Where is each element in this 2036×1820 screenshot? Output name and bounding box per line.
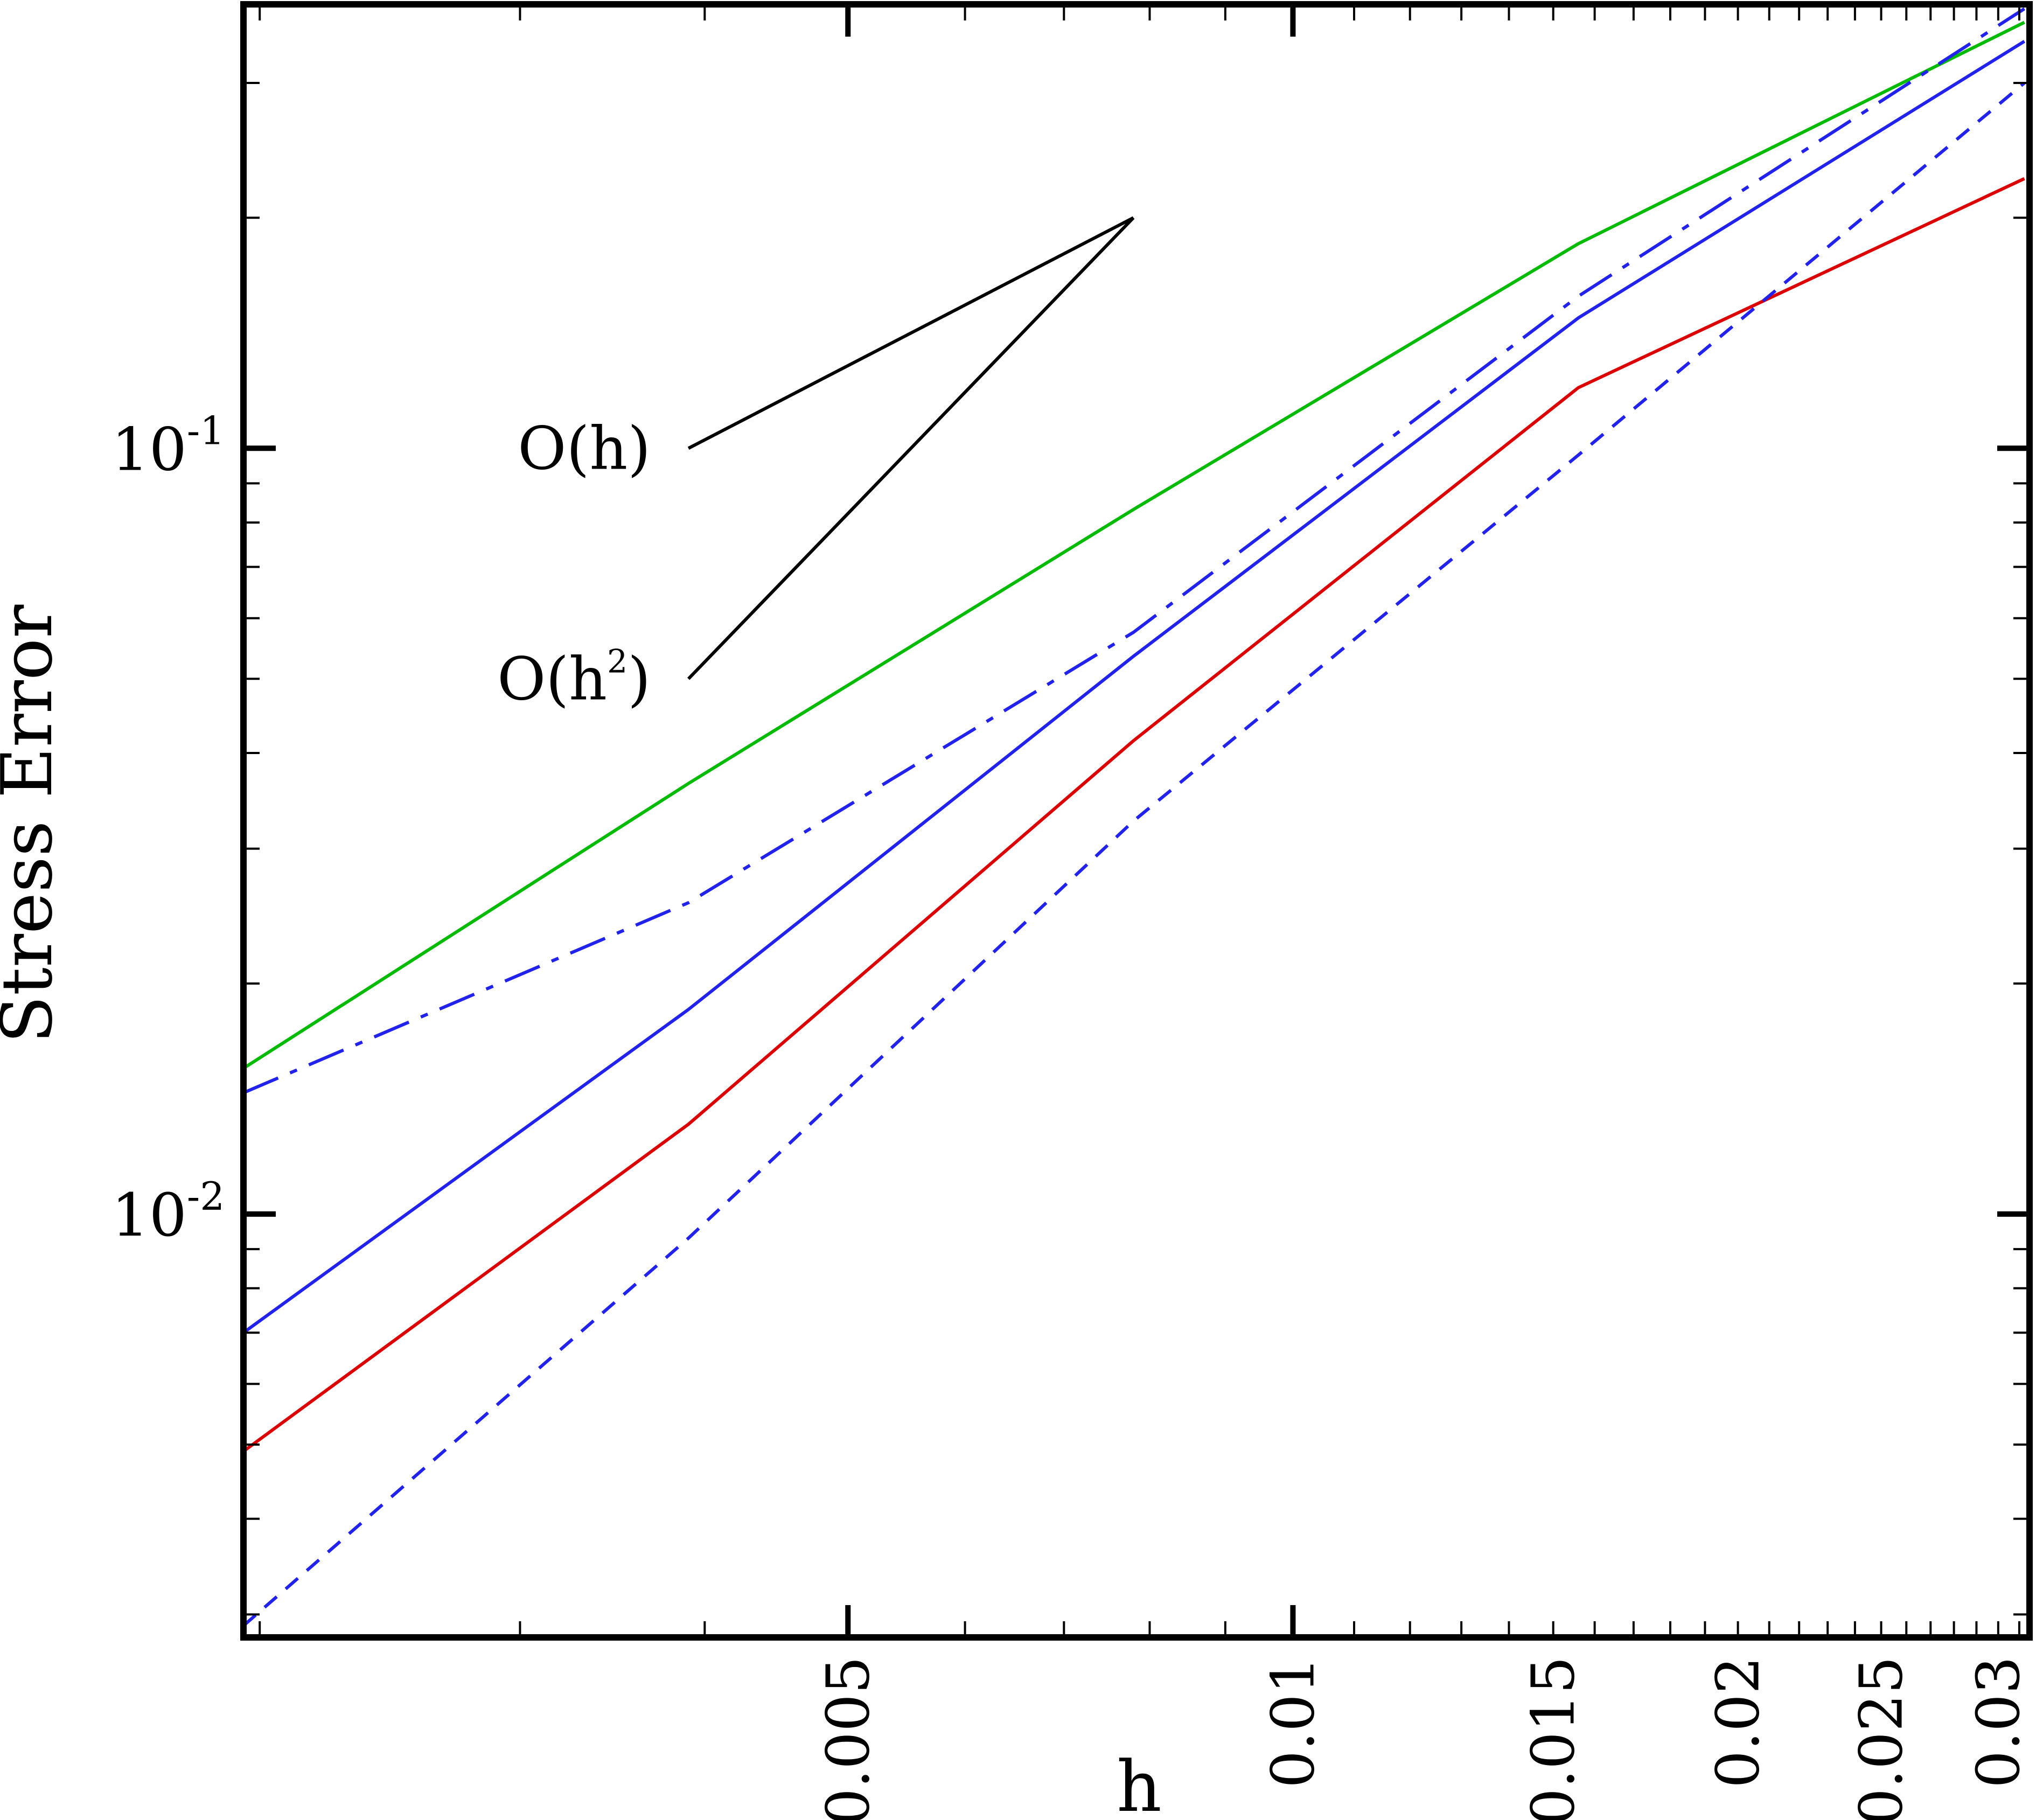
x-tick-label-1: 0.01 [1258, 1656, 1327, 1788]
x-tick-label-0: 0.005 [813, 1656, 882, 1820]
slope-label-text: O(h [497, 644, 607, 713]
slope-label-text: O(h) [518, 414, 651, 483]
series-line-4 [242, 177, 2025, 1453]
y-tick-label-1: 10-2 [111, 1174, 225, 1250]
annotation-layer: O(h)O(h2) [497, 216, 1135, 713]
tick-layer [243, 4, 2030, 1637]
tick-label-layer: 10-110-20.005 0.01 0.015 0.02 0.025 0.03 [111, 408, 2033, 1820]
x-tick-label-4: 0.025 [1847, 1656, 1916, 1820]
series-layer [242, 7, 2026, 1627]
x-tick-label-2: 0.015 [1519, 1656, 1588, 1820]
slope-line-order-1 [687, 216, 1134, 450]
series-line-5 [242, 81, 2026, 1627]
y-tick-label-0: 10-1 [111, 408, 225, 484]
y-tick-label-exponent: -2 [187, 1174, 225, 1219]
x-tick-label-3: 0.02 [1704, 1656, 1773, 1788]
y-tick-label-base: 10 [111, 1181, 187, 1250]
y-tick-label-base: 10 [111, 415, 187, 484]
slope-line-order-2 [687, 217, 1135, 680]
slope-label-order-1: O(h) [518, 414, 651, 483]
y-axis-label: Stress Error [0, 604, 68, 1044]
y-tick-label-exponent: -1 [187, 408, 225, 453]
slope-label-suffix: ) [627, 644, 651, 713]
x-axis-label: h [1117, 1746, 1162, 1820]
series-line-3 [242, 40, 2026, 1334]
slope-label-superscript: 2 [607, 643, 627, 680]
x-tick-label-5: 0.03 [1964, 1656, 2033, 1788]
slope-label-order-2: O(h2) [497, 643, 651, 713]
plot-frame [240, 1, 2033, 1641]
series-line-2 [242, 7, 2026, 1094]
series-line-1 [242, 20, 2025, 1070]
